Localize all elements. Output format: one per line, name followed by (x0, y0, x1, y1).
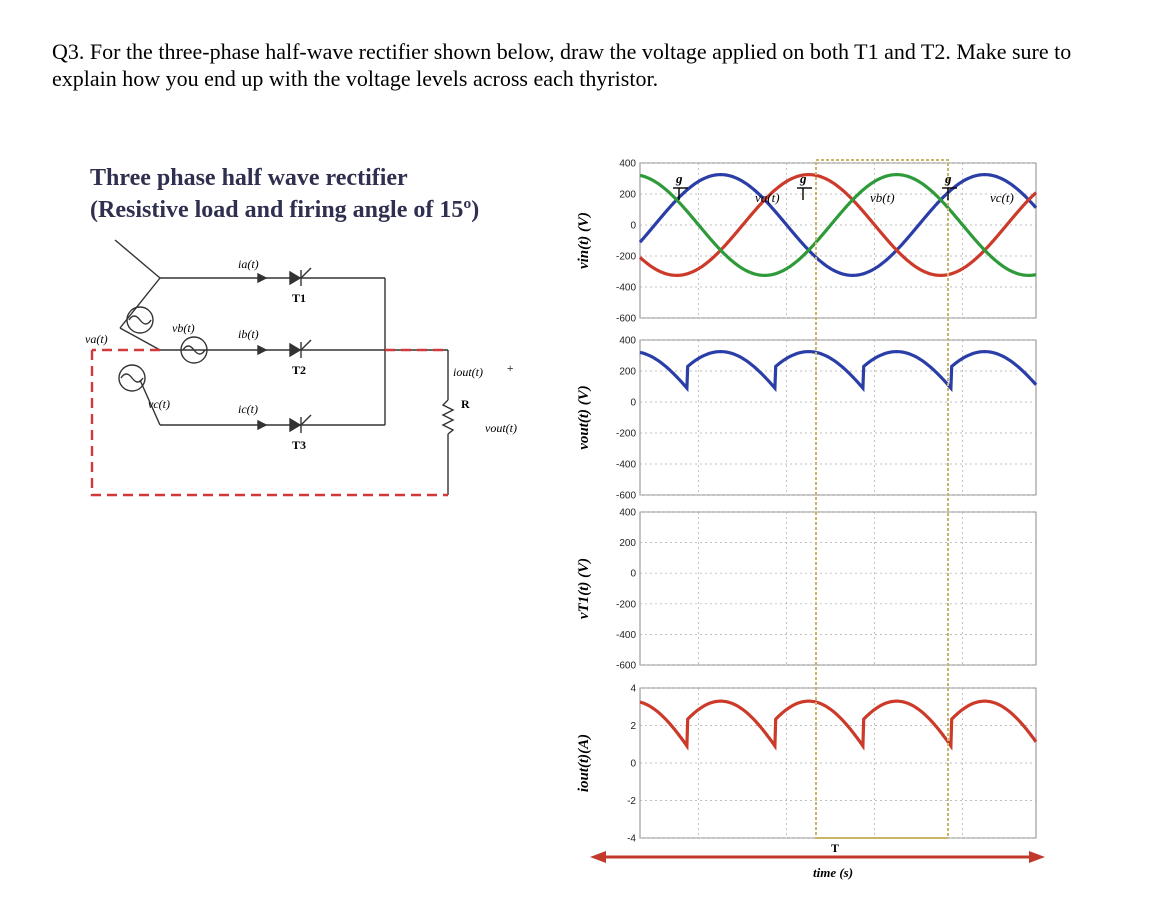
y-tick-label: 0 (630, 759, 636, 770)
source-c-wave (120, 373, 144, 383)
time-arrow-right-icon (1029, 851, 1045, 863)
plot-frame (639, 339, 1037, 496)
y-tick-label: -200 (616, 599, 636, 610)
label-t2: T2 (292, 363, 306, 377)
y-axis-label: vin(t) (V) (576, 212, 592, 269)
ia-arrow-icon (257, 272, 268, 284)
y-tick-label: -600 (616, 661, 636, 672)
gate-label-1: g (675, 171, 683, 186)
y-tick-label: 0 (630, 569, 636, 580)
y-tick-label: -600 (616, 314, 636, 325)
wave-label-vc: vc(t) (990, 190, 1014, 205)
wire-c-source (139, 379, 161, 426)
wire-a-source (114, 239, 161, 279)
y-tick-label: -200 (616, 429, 636, 440)
circuit-schematic (114, 239, 455, 495)
label-va: va(t) (85, 332, 108, 346)
series-line-vb (638, 173, 1038, 277)
y-tick-label: -4 (627, 834, 636, 845)
time-arrow-left-icon (590, 851, 606, 863)
series-line-va (638, 173, 1038, 277)
thyristor-t2-symbol (289, 339, 312, 358)
plot-panel-4: 4 2 0 -2 -4 iout(t)(A) (576, 684, 1038, 845)
ic-arrow-icon (257, 419, 268, 431)
label-ic: ic(t) (238, 402, 258, 416)
thyristor-t1-symbol (289, 267, 312, 286)
label-vb: vb(t) (172, 321, 195, 335)
label-ib: ib(t) (238, 327, 259, 341)
source-b-symbol (180, 336, 208, 364)
plot-panel-1: 400 200 0 -200 -400 -600 vin(t) (V) (576, 159, 1038, 325)
label-ia: ia(t) (238, 257, 259, 271)
wave-label-va: va(t) (755, 190, 780, 205)
y-tick-label: -400 (616, 630, 636, 641)
diagram-title-line1: Three phase half wave rectifier (90, 165, 408, 191)
y-axis-label: vout(t) (V) (576, 385, 592, 450)
label-load-r: R (461, 397, 470, 411)
y-tick-label: 0 (630, 398, 636, 409)
y-tick-label: -2 (627, 796, 636, 807)
label-t1: T1 (292, 291, 306, 305)
y-axis-label: vT1(t) (V) (576, 558, 592, 619)
y-tick-label: 400 (619, 508, 636, 519)
return-path-loop (90, 348, 448, 497)
label-t3: T3 (292, 438, 306, 452)
y-tick-label: 400 (619, 336, 636, 347)
plot-panel-3: 400 200 0 -200 -400 -600 vT1(t) (V) (576, 508, 1037, 672)
gate-label-3: g (944, 171, 952, 186)
series-line-iout (639, 699, 1038, 751)
series-line-vc (639, 173, 1037, 277)
y-tick-label: -400 (616, 460, 636, 471)
y-tick-label: 0 (630, 221, 636, 232)
wave-label-vb: vb(t) (870, 190, 895, 205)
y-tick-label: 400 (619, 159, 636, 170)
series-line-vout (639, 350, 1038, 393)
label-plus: + (506, 361, 514, 375)
time-axis-label: time (s) (813, 865, 853, 880)
y-tick-label: 200 (619, 367, 636, 378)
y-tick-label: 200 (619, 190, 636, 201)
y-axis-label: iout(t)(A) (576, 734, 592, 792)
y-tick-label: -200 (616, 252, 636, 263)
thyristor-t3-symbol (289, 414, 312, 433)
y-tick-label: -600 (616, 491, 636, 502)
y-tick-label: -400 (616, 283, 636, 294)
plot-frame (639, 511, 1037, 666)
resistor-symbol (441, 399, 455, 435)
source-a-symbol (126, 306, 154, 334)
label-vout: vout(t) (485, 421, 517, 435)
label-iout: iout(t) (453, 365, 483, 379)
period-label: T (831, 841, 839, 855)
time-axis (590, 837, 1045, 863)
y-tick-label: 200 (619, 538, 636, 549)
question-text: Q3. For the three-phase half-wave rectif… (52, 39, 1072, 91)
ib-arrow-icon (257, 344, 268, 356)
gate-label-2: g (799, 171, 807, 186)
y-tick-label: 4 (630, 684, 636, 695)
source-b-wave (182, 345, 206, 355)
plot-panel-2: 400 200 0 -200 -400 -600 vout(t) (V) (576, 336, 1038, 502)
wire-neutral-link (119, 327, 161, 351)
y-tick-label: 2 (630, 721, 636, 732)
source-a-wave (128, 315, 152, 325)
source-c-symbol (118, 364, 146, 392)
diagram-title-line2: (Resistive load and firing angle of 15º) (90, 197, 479, 223)
label-vc: vc(t) (148, 397, 170, 411)
